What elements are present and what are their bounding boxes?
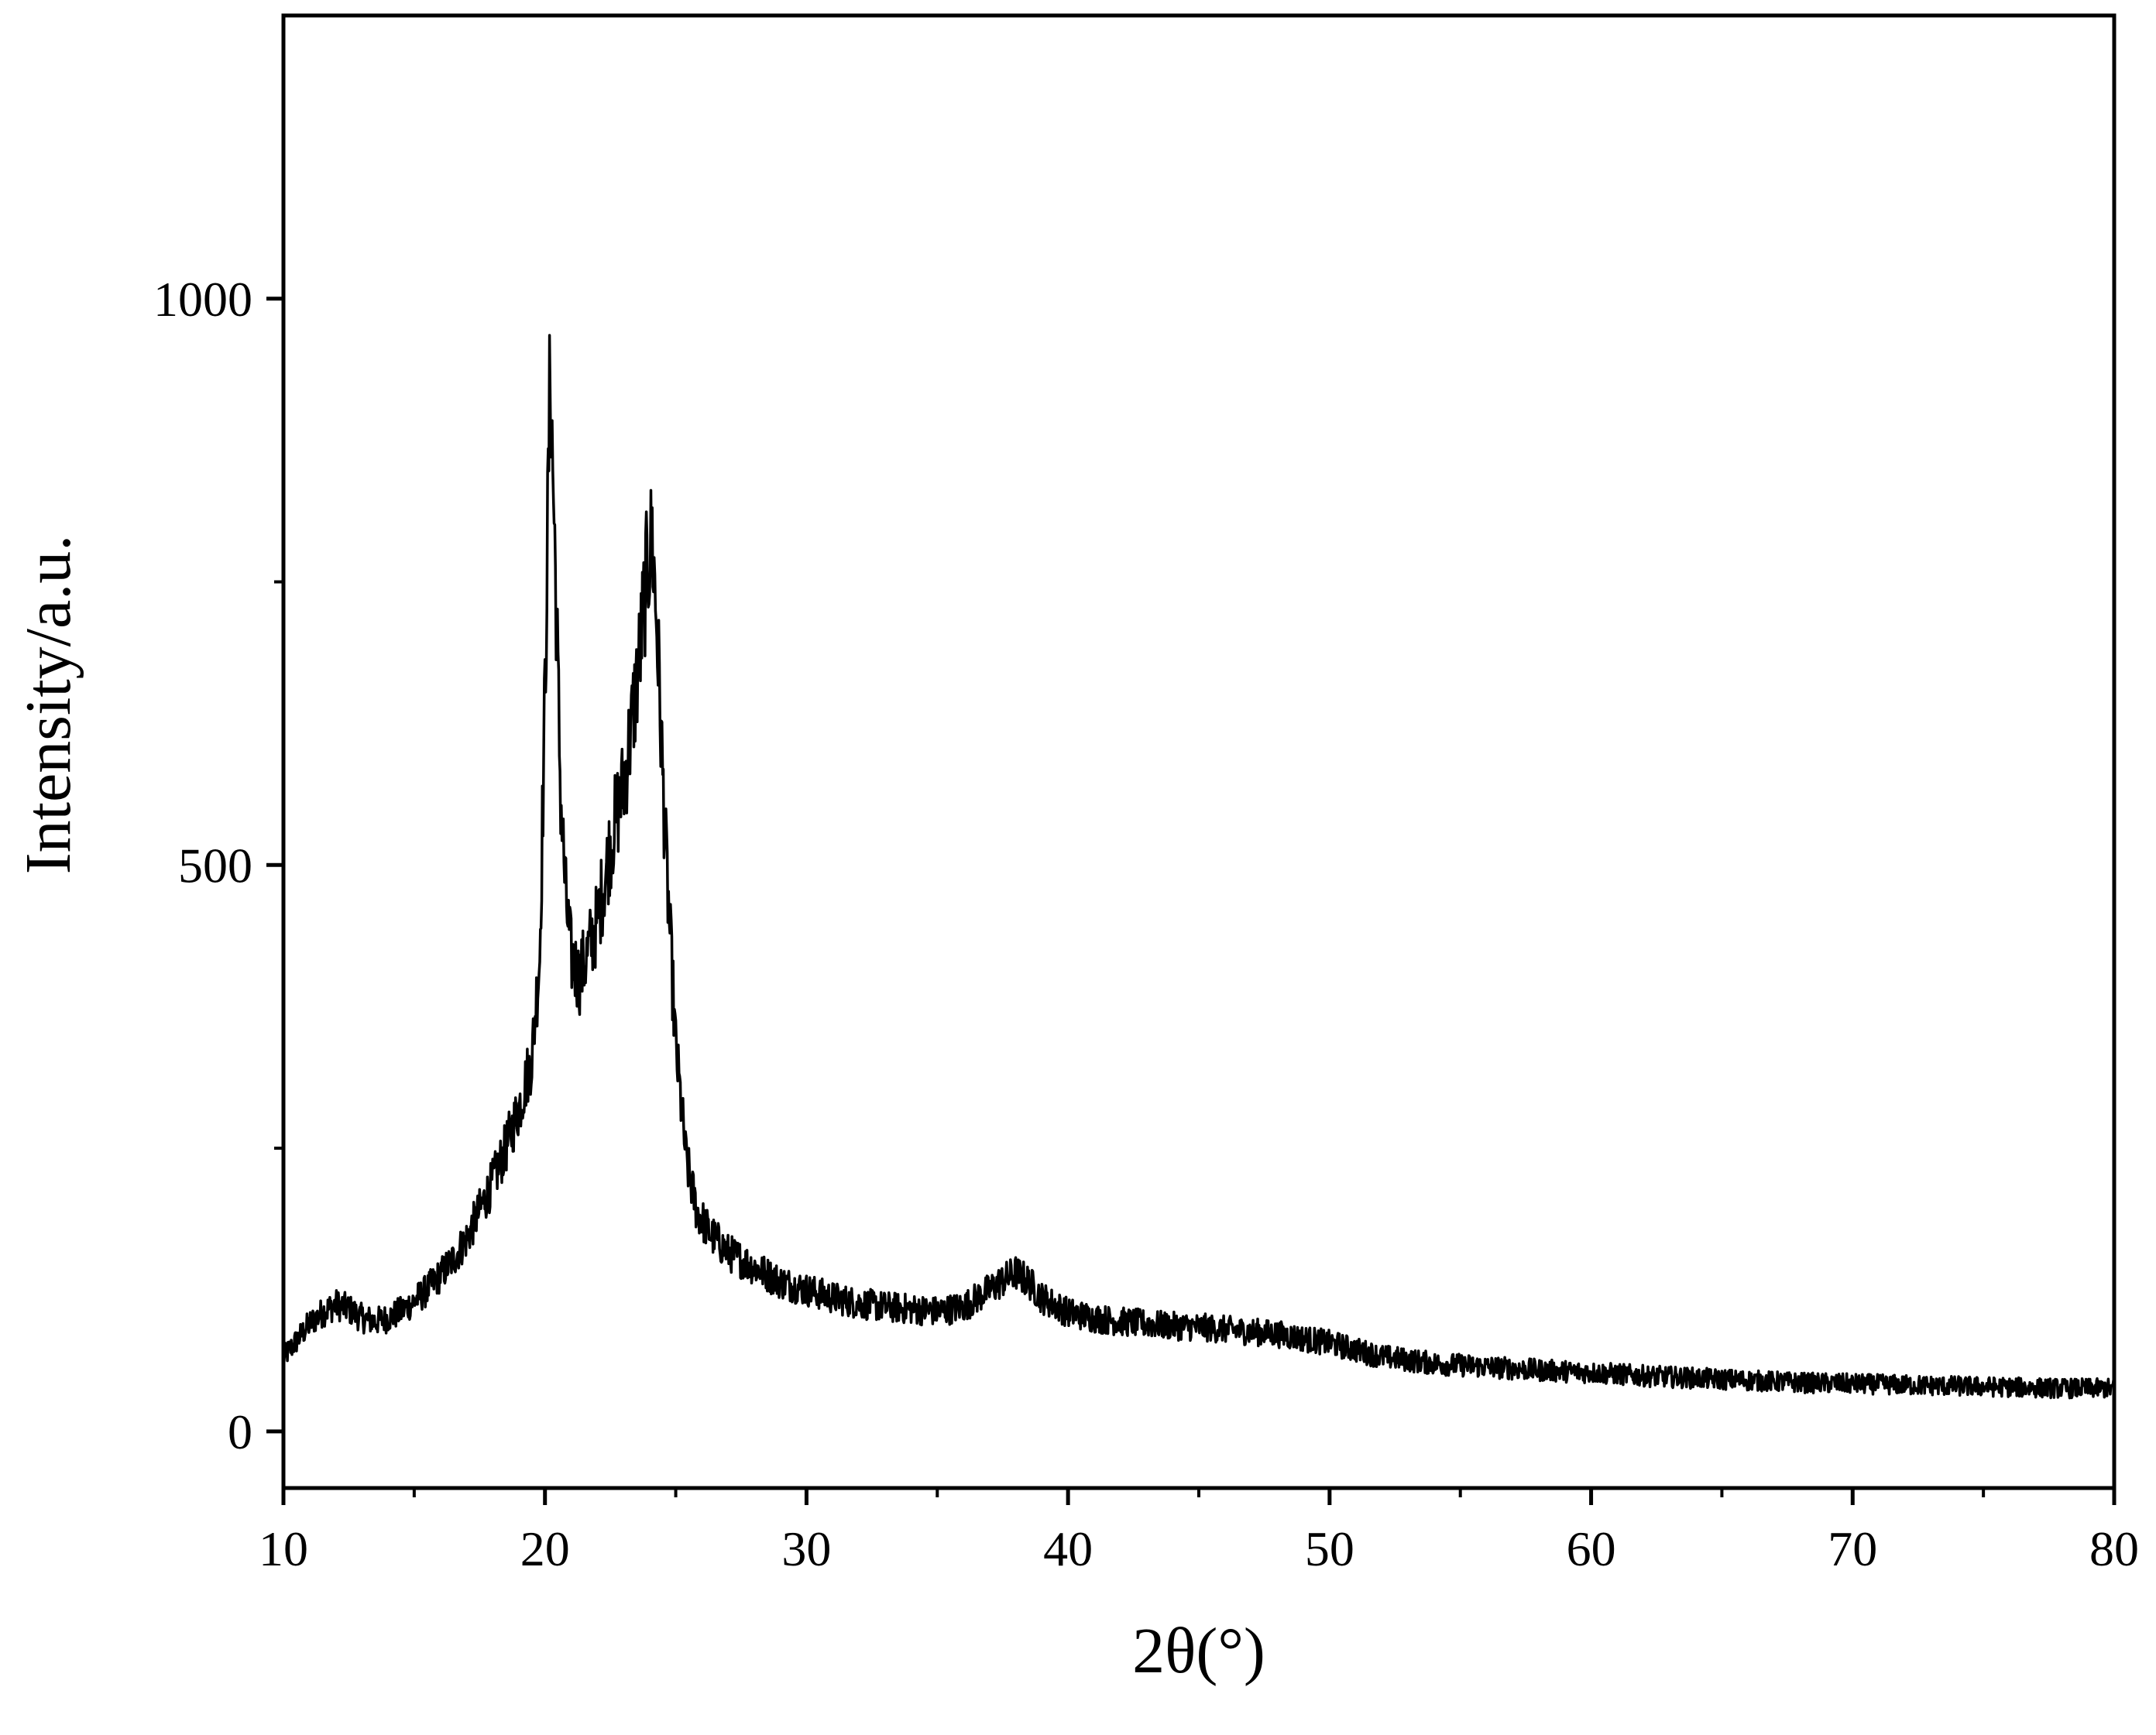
- x-tick-label-40: 40: [1043, 1521, 1093, 1576]
- x-tick-label-30: 30: [781, 1521, 831, 1576]
- intensity-curve: [282, 334, 2116, 1400]
- x-tick-label-80: 80: [2089, 1521, 2139, 1576]
- x-tick-label-20: 20: [520, 1521, 570, 1576]
- x-tick-label-50: 50: [1305, 1521, 1354, 1576]
- tick-labels: 10 20 30 40 50 60 70 80 0 500 1000: [153, 272, 2139, 1576]
- plot-frame: [281, 13, 2117, 1490]
- y-axis-title: Intensity/a.u.: [12, 535, 84, 875]
- x-tick-label-60: 60: [1567, 1521, 1616, 1576]
- x-axis-title: 2θ(°): [1132, 1615, 1265, 1687]
- y-tick-label-0: 0: [228, 1404, 252, 1459]
- x-tick-label-70: 70: [1828, 1521, 1877, 1576]
- y-tick-label-500: 500: [178, 838, 252, 893]
- x-tick-label-10: 10: [259, 1521, 308, 1576]
- y-tick-label-1000: 1000: [153, 272, 252, 327]
